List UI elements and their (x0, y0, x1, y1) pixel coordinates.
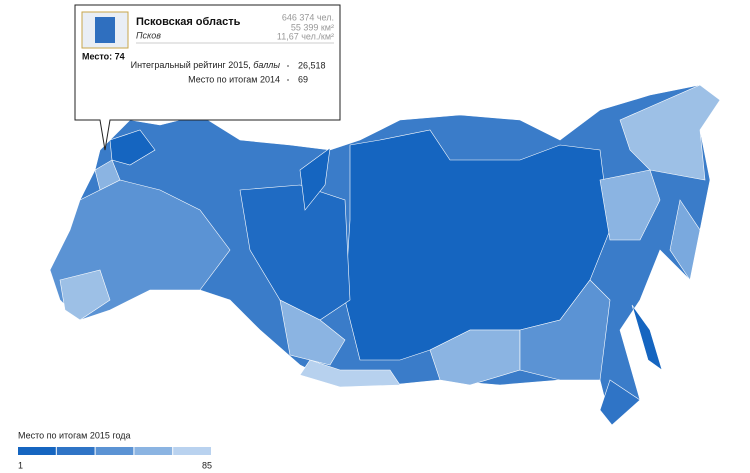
legend-max: 85 (202, 460, 212, 470)
row-value: 26,518 (298, 60, 326, 70)
place: Место: 74 (82, 51, 125, 61)
region (669, 199, 701, 281)
legend-swatch (18, 447, 56, 455)
region (519, 279, 611, 381)
row-label: Интегральный рейтинг 2015, баллы (131, 60, 281, 70)
row-label-main: Интегральный рейтинг 2015, (131, 60, 251, 70)
region-name: Псковская область (136, 16, 241, 28)
tooltip: Псковская область Псков 646 374 чел. 55 … (74, 4, 341, 151)
stat: 11,67 чел./км² (277, 31, 334, 41)
legend-min: 1 (18, 460, 23, 470)
region (599, 379, 641, 426)
region (59, 269, 111, 321)
legend-title: Место по итогам 2015 года (18, 430, 131, 440)
row-label: Место по итогам 2014 (188, 74, 280, 84)
legend-swatch (95, 447, 134, 455)
row-dot (287, 79, 289, 81)
legend: Место по итогам 2015 года 1 85 (18, 430, 212, 470)
region-city: Псков (136, 30, 161, 40)
region (619, 84, 721, 181)
region (299, 359, 401, 388)
legend-swatch (56, 447, 95, 455)
tooltip-box (74, 4, 341, 151)
stat: 646 374 чел. (282, 12, 334, 22)
legend-swatch (134, 447, 173, 455)
row-value: 69 (298, 74, 308, 84)
region (279, 299, 346, 366)
region (109, 129, 156, 166)
map (49, 84, 721, 426)
region (631, 304, 663, 371)
coat-of-arms-shield (95, 17, 115, 43)
region (299, 147, 331, 211)
region (94, 159, 121, 191)
row-dot (287, 65, 289, 67)
row-label-unit: баллы (253, 60, 280, 70)
legend-swatch (173, 447, 211, 455)
stat: 55 399 км² (291, 22, 334, 32)
region (599, 169, 661, 241)
